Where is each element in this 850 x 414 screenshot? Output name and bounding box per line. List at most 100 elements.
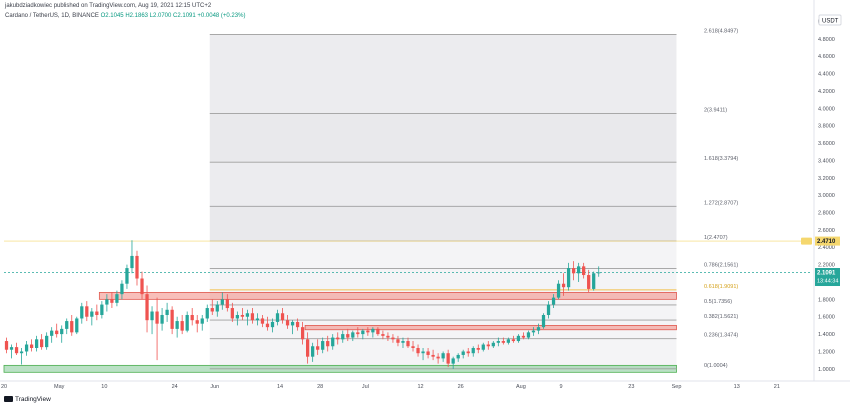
candle-body xyxy=(597,272,601,274)
candle-body xyxy=(150,311,154,321)
fib-label-1-618: 1.618(3.3794) xyxy=(704,156,738,162)
candle-body xyxy=(34,339,39,348)
candle-body xyxy=(331,337,335,347)
time-tick-label: 10 xyxy=(101,384,107,390)
candle-body xyxy=(260,318,265,324)
candle-body xyxy=(486,344,490,347)
candle-body xyxy=(406,341,410,347)
price-tick-label: 1.6000 xyxy=(818,315,835,321)
brand-label: TradingView xyxy=(15,396,51,403)
fib-band xyxy=(209,162,677,207)
candle-body xyxy=(577,266,581,274)
candle-body xyxy=(305,339,310,357)
candle-body xyxy=(40,339,44,348)
fib-label-2-618: 2.618(4.8497) xyxy=(704,28,738,34)
alert-price-label: 2.4710 xyxy=(817,239,836,245)
candle-body xyxy=(70,321,74,333)
candle-body xyxy=(120,283,124,295)
tradingview-brand[interactable]: TradingView xyxy=(4,396,51,403)
candle-body xyxy=(396,339,400,343)
candle-body xyxy=(536,327,541,331)
candle-body xyxy=(501,341,505,343)
candle-body xyxy=(416,347,420,354)
price-tick-label: 1.2000 xyxy=(818,349,835,355)
candle-body xyxy=(466,351,470,354)
price-tick-label: 4.8000 xyxy=(818,37,835,43)
fib-label-0-5: 0.5(1.7356) xyxy=(704,299,732,305)
candle-body xyxy=(210,308,214,312)
candle-body xyxy=(386,335,390,338)
candle-body xyxy=(14,347,19,354)
time-tick-label: May xyxy=(54,384,65,390)
candle-body xyxy=(200,318,204,324)
price-tick-label: 3.2000 xyxy=(818,176,835,182)
candle-body xyxy=(461,351,465,355)
candle-body xyxy=(225,299,229,309)
fib-label-0: 0(1.0004) xyxy=(704,363,728,369)
ohlc-change: +0.0048 (+0.23%) xyxy=(197,13,246,19)
currency-box xyxy=(818,14,842,26)
candle-body xyxy=(587,275,591,289)
candle-body xyxy=(431,354,435,357)
candle-body xyxy=(300,327,305,340)
ohlc-high: H2.1863 xyxy=(125,13,148,19)
candle-body xyxy=(175,321,179,329)
time-tick-label: 13 xyxy=(734,384,740,390)
fib-label-0-236: 0.236(1.3474) xyxy=(704,333,738,339)
candle-body xyxy=(105,299,109,305)
fib-label-1: 1(2.4707) xyxy=(704,235,728,241)
candle-body xyxy=(24,344,29,352)
candle-body xyxy=(145,294,149,321)
candle-body xyxy=(411,346,415,348)
fib-band xyxy=(209,304,677,321)
candle-body xyxy=(582,266,586,276)
fib-label-0-382: 0.382(1.5621) xyxy=(704,314,738,320)
candle-body xyxy=(130,255,134,269)
time-tick-label: Jun xyxy=(210,384,219,390)
price-tick-label: 4.2000 xyxy=(818,89,835,95)
candle-body xyxy=(471,347,475,354)
candle-body xyxy=(125,268,129,284)
candle-body xyxy=(351,332,355,338)
candle-body xyxy=(321,341,325,350)
candle-body xyxy=(235,314,239,319)
candle-body xyxy=(265,323,270,328)
candle-body xyxy=(506,339,511,343)
publisher-text: jakubdziadkowiec published on TradingVie… xyxy=(5,3,212,9)
candle-body xyxy=(316,346,320,350)
candle-body xyxy=(245,313,250,317)
candle-body xyxy=(481,344,485,350)
currency-label: USDT xyxy=(822,19,839,25)
candle-body xyxy=(170,309,174,329)
price-tick-label: 3.8000 xyxy=(818,124,835,130)
candle-body xyxy=(255,318,260,321)
candle-body xyxy=(436,356,440,359)
candle-body xyxy=(285,320,290,326)
time-tick-label: Jul xyxy=(362,384,369,390)
candle-body xyxy=(100,304,104,315)
candle-body xyxy=(371,328,375,333)
candle-body xyxy=(556,283,561,298)
fib-band xyxy=(209,206,677,242)
candle-body xyxy=(190,314,194,321)
candle-body xyxy=(341,334,345,340)
candle-body xyxy=(511,339,516,342)
candle-body xyxy=(311,346,315,357)
fib-band xyxy=(209,268,677,290)
candle-body xyxy=(566,268,571,288)
candle-body xyxy=(115,294,119,303)
countdown-label: 13:44:34 xyxy=(817,279,838,285)
candle-body xyxy=(295,321,300,328)
fib-band xyxy=(209,241,677,269)
publisher-line: jakubdziadkowiec published on TradingVie… xyxy=(5,3,211,9)
candle-body xyxy=(531,330,536,333)
price-tick-label: 4.0000 xyxy=(818,106,835,112)
candle-body xyxy=(135,255,139,279)
candle-body xyxy=(491,342,495,347)
candle-body xyxy=(446,353,450,364)
candle-body xyxy=(160,314,164,324)
candle-body xyxy=(165,309,169,315)
price-tick-label: 2.6000 xyxy=(818,228,835,234)
